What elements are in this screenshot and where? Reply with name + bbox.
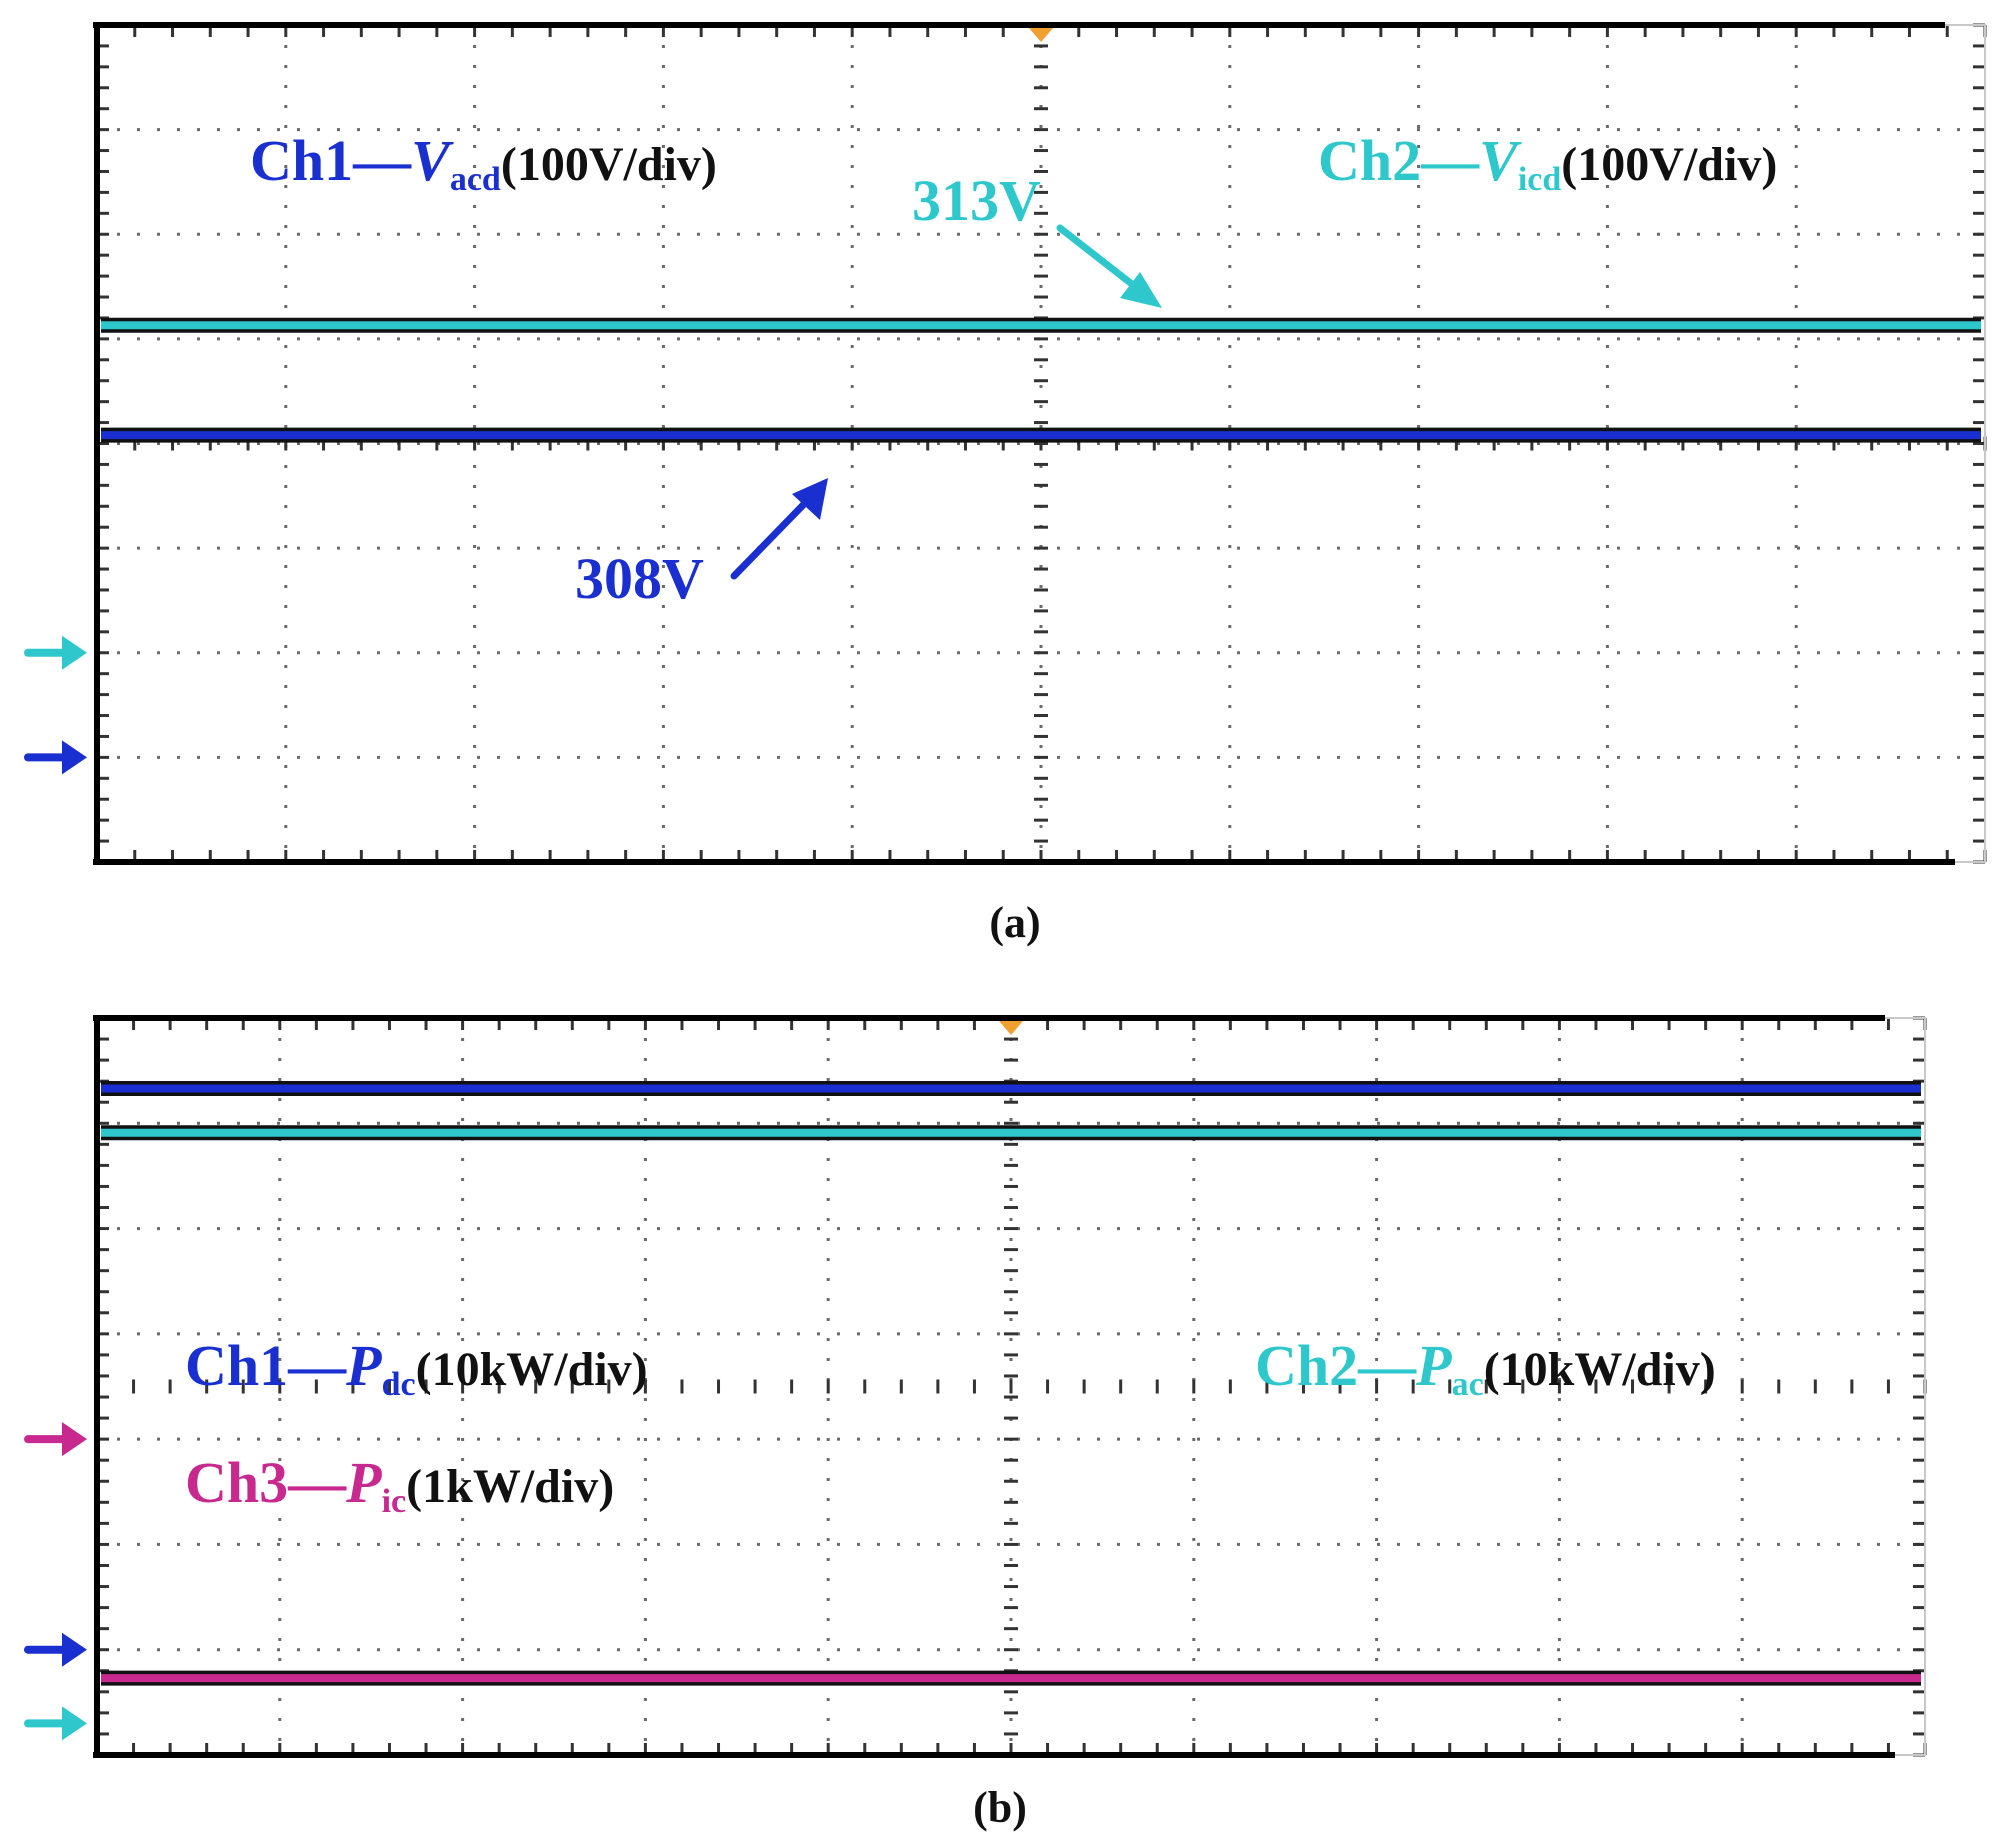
panel-b-frame <box>93 1015 1926 1758</box>
legend-dash: — <box>352 128 412 193</box>
legend-symbol: P <box>345 1450 382 1515</box>
legend-scale: (100V/div) <box>501 138 717 191</box>
legend-channel: Ch3 <box>185 1450 288 1515</box>
marker-arrow-ch2 <box>24 635 87 670</box>
legend-channel: Ch2 <box>1255 1333 1358 1398</box>
legend-subscript: ac <box>1452 1366 1484 1403</box>
annotation-308v-arrow <box>730 478 828 580</box>
panel-a-channel-markers <box>24 635 87 775</box>
legend-symbol: P <box>1415 1333 1452 1398</box>
legend-dash: — <box>287 1450 347 1515</box>
panel-b-caption: (b) <box>973 1783 1027 1832</box>
annotation-308v: 308V <box>575 546 704 611</box>
legend-dash: — <box>1420 128 1480 193</box>
panel-a-legend-ch2: Ch2—Vicd(100V/div) <box>1318 128 1777 198</box>
legend-channel: Ch2 <box>1318 128 1421 193</box>
panel-a-frame <box>93 22 1986 865</box>
panel-b-legend-ch1: Ch1—Pdc(10kW/div) <box>185 1333 648 1403</box>
annotation-313v: 313V <box>912 168 1041 233</box>
legend-subscript: icd <box>1518 161 1562 198</box>
legend-scale: (10kW/div) <box>416 1343 648 1396</box>
panel-a-caption: (a) <box>989 898 1040 947</box>
legend-symbol: V <box>411 128 454 193</box>
legend-channel: Ch1 <box>250 128 353 193</box>
panel-a-legend-ch1: Ch1—Vacd(100V/div) <box>250 128 717 198</box>
panel-b-legend-ch3: Ch3—Pic(1kW/div) <box>185 1450 614 1520</box>
annotation-313v-arrow <box>1056 224 1162 308</box>
marker-arrow-ch3 <box>24 1422 87 1457</box>
trigger-marker <box>1029 28 1053 42</box>
panel-b: Ch1—Pdc(10kW/div) Ch2—Pac(10kW/div) Ch3—… <box>24 1015 1927 1832</box>
legend-symbol: P <box>345 1333 382 1398</box>
panel-b-channel-markers <box>24 1422 87 1741</box>
marker-arrow-ch2 <box>24 1706 87 1741</box>
trigger-marker <box>999 1021 1023 1035</box>
legend-channel: Ch1 <box>185 1333 288 1398</box>
panel-b-traces <box>101 1081 1921 1686</box>
legend-dash: — <box>1357 1333 1417 1398</box>
legend-symbol: V <box>1479 128 1522 193</box>
panel-a: Ch1—Vacd(100V/div) Ch2—Vicd(100V/div) 31… <box>24 22 1987 947</box>
marker-arrow-ch1 <box>24 1632 87 1667</box>
legend-subscript: dc <box>382 1366 416 1403</box>
legend-subscript: ic <box>382 1483 407 1520</box>
legend-subscript: acd <box>450 161 501 198</box>
legend-scale: (10kW/div) <box>1484 1343 1716 1396</box>
legend-dash: — <box>287 1333 347 1398</box>
panel-b-legend-ch2: Ch2—Pac(10kW/div) <box>1255 1333 1716 1403</box>
legend-scale: (1kW/div) <box>406 1460 614 1513</box>
marker-arrow-ch1 <box>24 740 87 775</box>
legend-scale: (100V/div) <box>1561 138 1777 191</box>
panel-a-traces <box>101 317 1981 443</box>
